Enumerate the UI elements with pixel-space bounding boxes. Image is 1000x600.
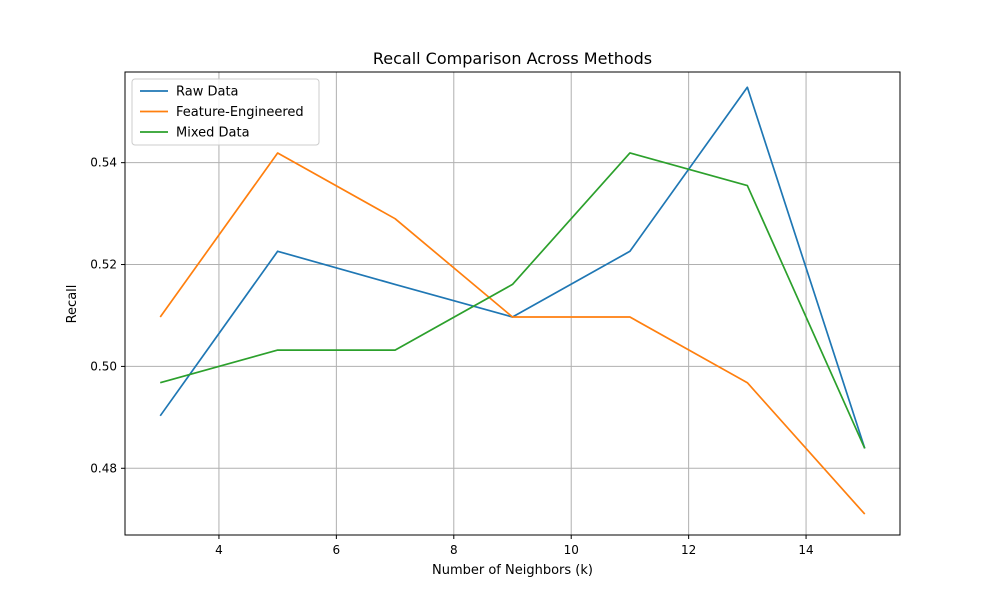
- y-tick-label: 0.50: [90, 359, 117, 373]
- plot-area-frame: [124, 71, 901, 536]
- x-tick-label: 4: [215, 543, 223, 557]
- series-lines: [159, 86, 866, 515]
- legend-label: Mixed Data: [176, 126, 250, 141]
- legend-label: Feature-Engineered: [176, 105, 304, 120]
- legend-label: Raw Data: [176, 85, 239, 100]
- x-axis-label: Number of Neighbors (k): [432, 563, 593, 578]
- x-tick-label: 8: [450, 543, 458, 557]
- legend-box: [131, 78, 320, 146]
- x-tick-label: 6: [333, 543, 341, 557]
- grid-lines: [125, 72, 900, 535]
- axis-ticks: 4 6 8 10 12 14 0.48 0.50 0.52 0.54: [90, 156, 813, 557]
- y-tick-label: 0.54: [90, 156, 117, 170]
- y-tick-label: 0.52: [90, 258, 117, 272]
- series-line-feature-engineered: [159, 152, 866, 515]
- x-tick-label: 10: [564, 543, 579, 557]
- series-line-mixed-data: [160, 152, 866, 449]
- y-tick-label: 0.48: [90, 461, 117, 475]
- x-tick-label: 14: [798, 543, 813, 557]
- y-axis-label: Recall: [65, 285, 80, 324]
- chart-title: Recall Comparison Across Methods: [373, 49, 652, 68]
- x-tick-label: 12: [681, 543, 696, 557]
- legend: Raw Data Feature-Engineered Mixed Data: [131, 78, 320, 146]
